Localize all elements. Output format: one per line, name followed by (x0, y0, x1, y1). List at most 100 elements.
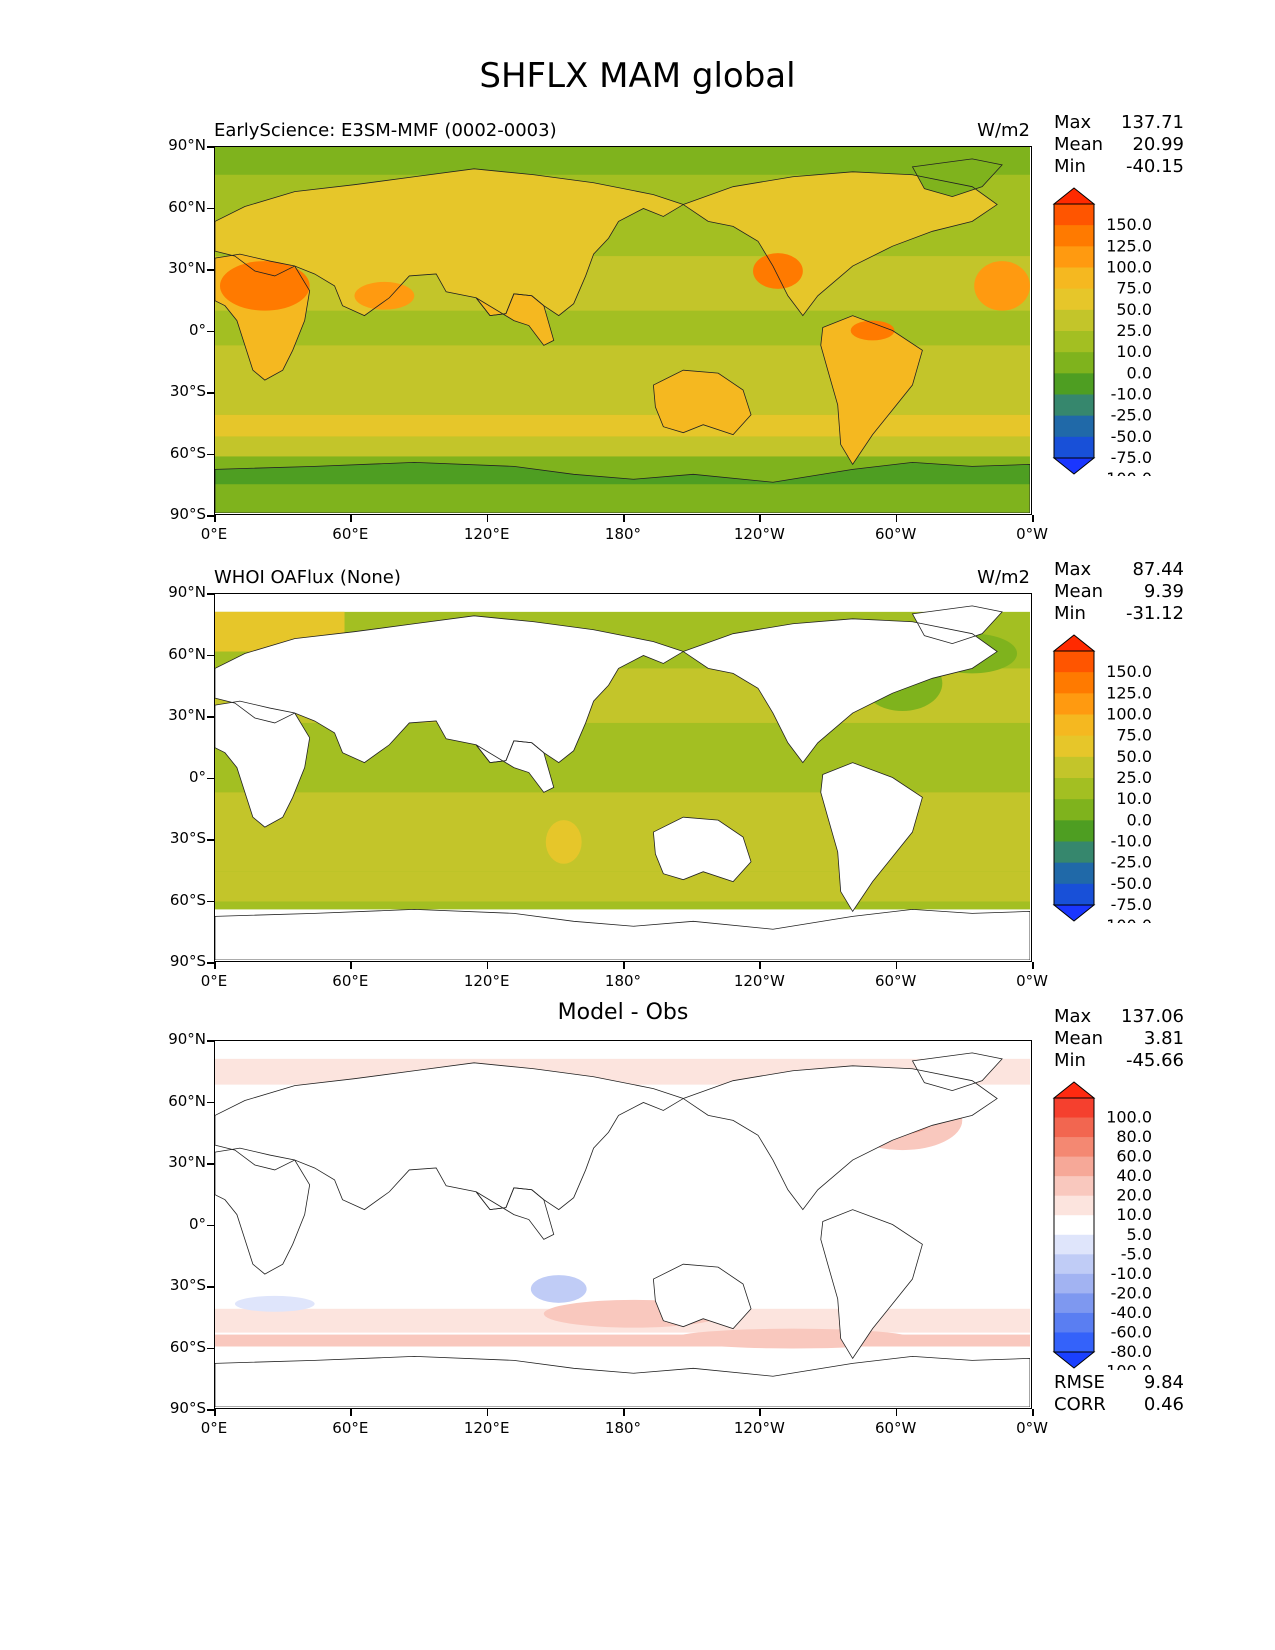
rmse-label: RMSE (1054, 1372, 1105, 1393)
x-tick-label: 60°W (874, 1419, 917, 1437)
colorbar-segment (1054, 693, 1094, 715)
y-tick-label: 60°S (169, 443, 206, 462)
coastline-s_america (820, 762, 923, 913)
coastline-australia (652, 1263, 752, 1330)
colorbar-label: -50.0 (1111, 874, 1152, 893)
colorbar-label: 50.0 (1116, 300, 1152, 319)
y-tick (207, 1040, 214, 1042)
map-svg (215, 594, 1030, 960)
stat-value: 3.81 (1143, 1028, 1184, 1049)
colorbar-svg: 150.0 125.0 100.0 75.0 50.0 25.0 10.0 0.0 -10.0 -… (1052, 634, 1152, 935)
coastline-n_america (682, 1065, 998, 1211)
y-tick-label: 30°S (169, 829, 206, 847)
colorbar-label: -5.0 (1121, 1244, 1152, 1263)
coastline-greenland (911, 605, 1003, 645)
stat-row: Max 87.44 (1054, 559, 1184, 581)
stat-label: Min (1054, 603, 1086, 624)
y-tick-label: 60°S (169, 890, 206, 909)
x-tick (623, 1409, 625, 1416)
colorbar-extend-min (1052, 457, 1096, 475)
colorbar-label: 20.0 (1116, 1186, 1152, 1205)
colorbar-label: -50.0 (1111, 427, 1152, 446)
y-tick-label: 90°S (169, 505, 206, 523)
colorbar-label: 0.0 (1127, 810, 1152, 829)
x-tick (214, 962, 216, 969)
map-svg (215, 147, 1030, 513)
stat-value: 137.71 (1121, 112, 1184, 133)
y-tick-label: 90°N (168, 583, 206, 601)
stat-label: Mean (1054, 1028, 1104, 1049)
stat-value: 137.06 (1121, 1006, 1184, 1027)
stat-row: Min -45.66 (1054, 1050, 1184, 1072)
y-tick (207, 1101, 214, 1103)
x-tick-label: 180° (604, 1419, 642, 1437)
x-tick (895, 515, 898, 522)
y-tick-label: 90°N (168, 136, 206, 154)
coastline-india_seasia (475, 293, 555, 346)
x-tick-label: 0°W (1016, 972, 1048, 990)
colorbar-segment (1054, 225, 1094, 247)
stat-row: Mean 9.39 (1054, 581, 1184, 603)
x-tick-label: 120°E (463, 525, 510, 543)
colorbar-label: 10.0 (1116, 1205, 1152, 1224)
colorbar-segment (1054, 1215, 1094, 1236)
colorbar-label: 60.0 (1116, 1147, 1152, 1166)
colorbar-segment (1054, 651, 1094, 673)
x-tick-label: 120°W (733, 972, 785, 990)
colorbar-label: 0.0 (1127, 363, 1152, 382)
colorbar-label: 80.0 (1116, 1127, 1152, 1146)
colorbar-label: 75.0 (1116, 726, 1152, 745)
map-plot (214, 1040, 1032, 1409)
stat-label: Max (1054, 1006, 1092, 1027)
x-tick (486, 1409, 489, 1416)
colorbar-svg: 100.080.060.040.020.010.05.0-5.0-10.0-20… (1052, 1081, 1152, 1381)
colorbar-label: 100.0 (1106, 705, 1152, 724)
y-tick-label: 0° (188, 1214, 206, 1233)
coastline-greenland (911, 158, 1003, 198)
y-tick-label: 60°N (168, 644, 206, 663)
y-tick-label: 30°S (169, 382, 206, 400)
units-label: W/m2 (977, 567, 1030, 588)
x-tick (759, 1409, 761, 1416)
colorbar-extend-max (1052, 1081, 1096, 1099)
colorbar-segment (1054, 714, 1094, 737)
coastline-s_america (820, 1209, 923, 1360)
y-tick-label: 0° (188, 767, 206, 786)
y-tick-label: 30°N (168, 1153, 206, 1171)
y-tick-label: 0° (188, 320, 206, 339)
colorbar-frame (1053, 650, 1095, 906)
colorbar-segment (1054, 799, 1094, 821)
colorbar-svg: 150.0 125.0 100.0 75.0 50.0 25.0 10.0 0.0 -10.0 -… (1052, 187, 1152, 488)
units-label: W/m2 (977, 120, 1030, 141)
colorbar-label: -75.0 (1111, 895, 1152, 914)
colorbar-label: 25.0 (1116, 768, 1152, 787)
colorbar-label: 125.0 (1106, 683, 1152, 702)
x-tick (895, 1409, 898, 1416)
stat-label: Max (1054, 112, 1092, 133)
colorbar-segment (1054, 288, 1094, 311)
y-tick-label: 60°N (168, 197, 206, 216)
y-tick (207, 392, 214, 394)
coastline-s_america (820, 315, 923, 466)
figure-title: SHFLX MAM global (479, 56, 796, 96)
x-tick-label: 60°E (332, 1419, 369, 1437)
coastline-india_seasia (475, 740, 555, 793)
y-tick-label: 60°N (168, 1091, 206, 1110)
x-tick (1032, 1409, 1034, 1416)
x-tick-label: 180° (604, 525, 642, 543)
x-tick-label: 0°W (1016, 1419, 1048, 1437)
colorbar-frame (1053, 203, 1095, 459)
colorbar-label: -10.0 (1111, 832, 1152, 851)
y-tick (207, 593, 214, 595)
x-tick (623, 962, 625, 969)
colorbar-label: 150.0 (1106, 215, 1152, 234)
rmse-value: 9.84 (1143, 1372, 1184, 1393)
x-tick-label: 180° (604, 972, 642, 990)
panel-2: WHOI OAFlux (None) W/m2 Max 87.44 Mean 9.39 Mi… (0, 559, 1275, 990)
colorbar: 150.0 125.0 100.0 75.0 50.0 25.0 10.0 0.0 -10.0 -… (1052, 633, 1172, 935)
x-tick (759, 515, 761, 522)
colorbar-label: -80.0 (1111, 1342, 1152, 1361)
colorbar-label: -25.0 (1111, 406, 1152, 425)
colorbar-extend-max (1052, 187, 1096, 205)
panel-1: EarlyScience: E3SM-MMF (0002-0003) W/m2 Ma… (0, 112, 1275, 543)
